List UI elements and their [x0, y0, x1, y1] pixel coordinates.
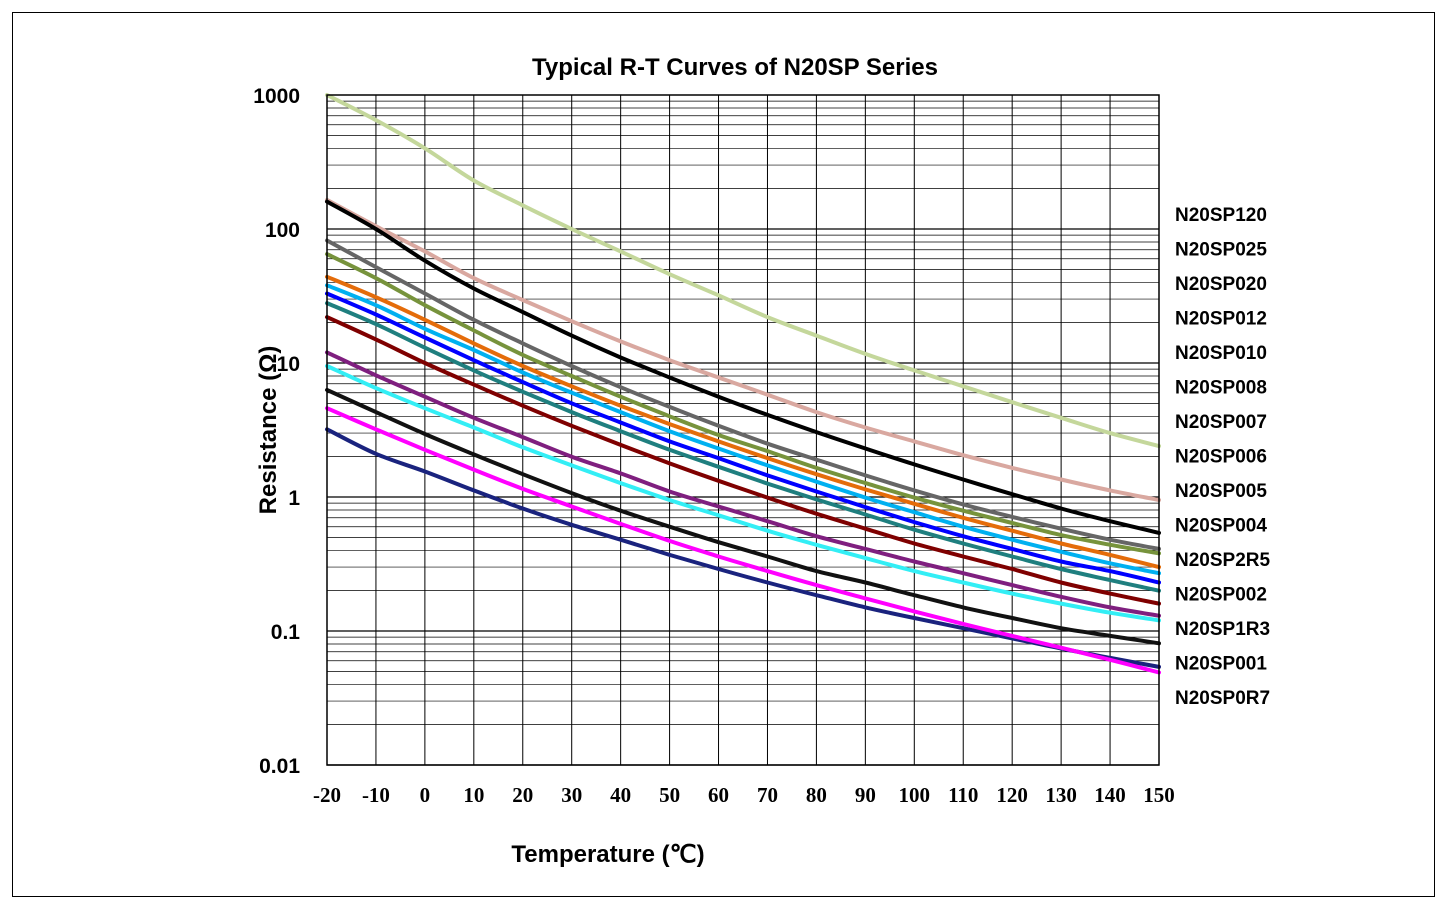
legend-label: N20SP004: [1175, 516, 1267, 537]
series-line-8: [325, 291, 1161, 585]
y-tick-label: 100: [265, 219, 300, 242]
x-tick-label: 140: [1094, 783, 1126, 807]
y-tick-label: 0.1: [271, 621, 301, 644]
series-line-15: [325, 406, 1161, 675]
x-tick-label: 130: [1045, 783, 1077, 807]
series-line-9: [325, 301, 1161, 593]
legend-label: N20SP025: [1175, 240, 1267, 261]
series-line-10: [325, 315, 1161, 606]
legend-label: N20SP120: [1175, 205, 1267, 226]
series-line-6: [325, 274, 1161, 570]
x-tick-label: 50: [659, 783, 680, 807]
x-tick-label: 60: [708, 783, 729, 807]
y-tick-label: 0.01: [259, 755, 300, 778]
legend-label: N20SP1R3: [1175, 619, 1270, 640]
x-axis-label: Temperature (℃): [511, 841, 704, 868]
series-line-7: [325, 283, 1161, 576]
legend-label: N20SP002: [1175, 585, 1267, 606]
y-tick-label: 1: [288, 487, 300, 510]
series-line-3: [325, 199, 1161, 535]
x-tick-label: -20: [313, 783, 341, 807]
series-line-14: [325, 427, 1161, 669]
x-tick-label: 150: [1143, 783, 1175, 807]
legend-label: N20SP020: [1175, 274, 1267, 295]
x-tick-label: 40: [610, 783, 631, 807]
plot-area: [326, 94, 1160, 766]
legend-label: N20SP012: [1175, 309, 1267, 330]
x-tick-label: 120: [996, 783, 1028, 807]
chart-title: Typical R-T Curves of N20SP Series: [532, 54, 938, 81]
x-tick-label: 110: [948, 783, 978, 807]
legend-label: N20SP2R5: [1175, 550, 1270, 571]
x-tick-label: 70: [757, 783, 778, 807]
y-tick-label: 1000: [253, 85, 300, 108]
series-line-5: [325, 252, 1161, 556]
legend-label: N20SP008: [1175, 378, 1267, 399]
series-line-1: [325, 93, 1161, 449]
legend-label: N20SP0R7: [1175, 688, 1270, 709]
x-tick-label: 100: [899, 783, 931, 807]
series-line-4: [325, 238, 1161, 551]
y-axis-label: Resistance (Ω): [255, 346, 282, 515]
legend-label: N20SP005: [1175, 481, 1267, 502]
series-line-12: [325, 364, 1161, 623]
x-tick-label: 20: [512, 783, 533, 807]
legend-label: N20SP007: [1175, 412, 1267, 433]
x-tick-label: 80: [806, 783, 827, 807]
x-tick-label: 90: [855, 783, 876, 807]
series-line-11: [325, 350, 1161, 618]
chart-frame: [12, 12, 1435, 897]
legend-label: N20SP006: [1175, 447, 1267, 468]
x-tick-label: 30: [561, 783, 582, 807]
y-tick-label: 10: [277, 353, 300, 376]
series-line-13: [325, 387, 1161, 646]
x-tick-label: -10: [362, 783, 390, 807]
x-tick-label: 0: [420, 783, 431, 807]
series-line-2: [325, 197, 1161, 502]
legend-label: N20SP010: [1175, 343, 1267, 364]
x-tick-label: 10: [463, 783, 484, 807]
legend-label: N20SP001: [1175, 654, 1267, 675]
